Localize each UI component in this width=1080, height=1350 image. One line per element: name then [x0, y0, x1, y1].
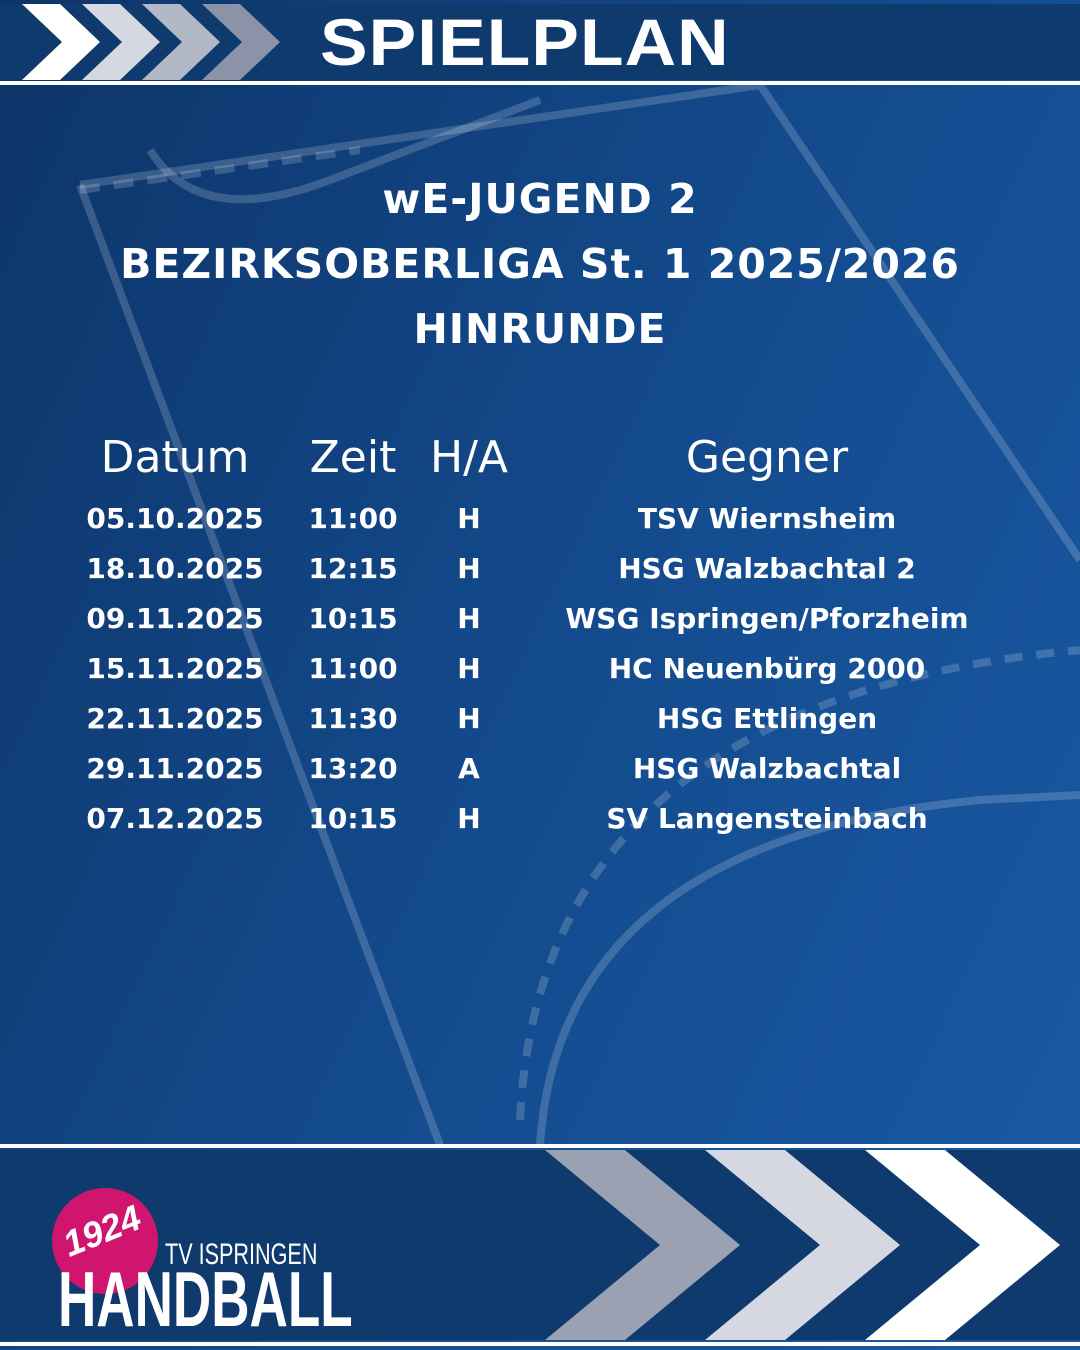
cell-opponent: WSG Ispringen/Pforzheim — [565, 602, 969, 635]
cell-opponent: HC Neuenbürg 2000 — [608, 652, 926, 685]
column-header-datum: Datum — [100, 432, 250, 483]
cell-time: 11:30 — [308, 702, 398, 735]
column-header-ha: H/A — [429, 432, 508, 483]
cell-date: 05.10.2025 — [86, 502, 264, 535]
chevrons-icon — [22, 4, 280, 80]
cell-home-away: H — [457, 502, 481, 535]
divider — [0, 1144, 1080, 1148]
divider — [0, 81, 1080, 85]
cell-date: 07.12.2025 — [86, 802, 264, 835]
cell-time: 12:15 — [308, 552, 398, 585]
cell-time: 10:15 — [308, 602, 398, 635]
cell-time: 11:00 — [308, 652, 398, 685]
cell-date: 18.10.2025 — [86, 552, 264, 585]
handball-icon — [52, 1188, 158, 1294]
cell-time: 10:15 — [308, 802, 398, 835]
cell-date: 09.11.2025 — [86, 602, 264, 635]
cell-date: 22.11.2025 — [86, 702, 264, 735]
page-title: SPIELPLAN — [320, 5, 730, 79]
column-header-gegner: Gegner — [685, 432, 849, 483]
cell-home-away: H — [457, 552, 481, 585]
cell-opponent: SV Langensteinbach — [606, 802, 928, 835]
cell-home-away: H — [457, 802, 481, 835]
column-header-zeit: Zeit — [309, 432, 397, 483]
cell-opponent: HSG Walzbachtal — [632, 752, 902, 785]
cell-opponent: TSV Wiernsheim — [637, 502, 897, 535]
footer-band — [0, 1150, 1080, 1340]
chevrons-icon — [545, 1150, 1060, 1340]
league-name: BEZIRKSOBERLIGA St. 1 2025/2026 — [120, 240, 960, 288]
cell-date: 15.11.2025 — [86, 652, 264, 685]
cell-home-away: H — [457, 702, 481, 735]
round-name: HINRUNDE — [413, 305, 667, 353]
cell-home-away: H — [457, 602, 481, 635]
cell-home-away: A — [458, 752, 480, 785]
cell-date: 29.11.2025 — [86, 752, 264, 785]
cell-opponent: HSG Walzbachtal 2 — [618, 552, 916, 585]
divider — [0, 1342, 1080, 1346]
cell-time: 11:00 — [308, 502, 398, 535]
logo-club: TV ISPRINGEN — [165, 1238, 318, 1271]
cell-home-away: H — [457, 652, 481, 685]
team-name: wE-JUGEND 2 — [382, 175, 698, 223]
logo-sport: HANDBALL — [58, 1255, 353, 1343]
cell-time: 13:20 — [308, 752, 398, 785]
cell-opponent: HSG Ettlingen — [656, 702, 878, 735]
